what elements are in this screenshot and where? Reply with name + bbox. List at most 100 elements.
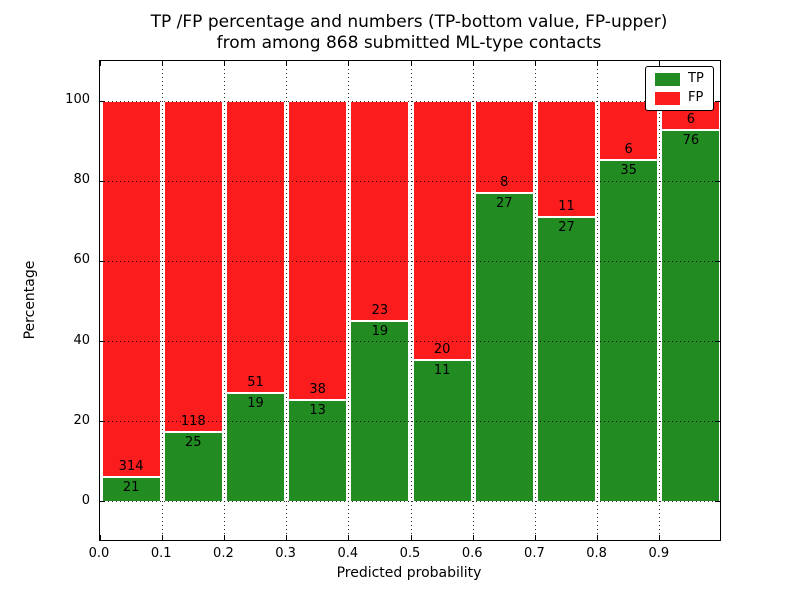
chart-title-line1: TP /FP percentage and numbers (TP-bottom… [150, 12, 668, 32]
legend-row: FP [655, 91, 704, 105]
bar-segment-tp [350, 320, 410, 502]
bar-count-label-tp: 19 [247, 396, 264, 412]
bar-count-label-tp: 21 [122, 479, 140, 495]
y-tick-label: 40 [73, 332, 90, 348]
bar-count-label-fp: 118 [180, 413, 206, 429]
bar-segment-fp [101, 101, 161, 477]
x-tick-mark [223, 535, 225, 540]
x-tick-label: 0.1 [150, 546, 172, 561]
x-tick-label: 0.4 [337, 546, 359, 561]
bar-count-label-tp: 13 [309, 402, 326, 418]
gridline-horizontal [100, 341, 720, 343]
gridline-vertical [659, 61, 661, 540]
gridline-vertical [597, 61, 599, 540]
bar-count-label-fp: 51 [247, 375, 264, 391]
legend-label: FP [688, 90, 704, 105]
y-tick-mark [100, 180, 105, 182]
y-tick-label: 80 [73, 172, 90, 188]
legend-swatch-fp [655, 91, 680, 105]
y-tick-mark [100, 501, 105, 503]
gridline-horizontal [100, 260, 720, 262]
bar-segment-tp [599, 159, 659, 502]
gridline-vertical [161, 61, 163, 540]
gridline-horizontal [100, 501, 720, 503]
y-tick-mark [100, 100, 105, 102]
bar-count-label-tp: 27 [558, 220, 575, 236]
x-tick-mark [223, 61, 225, 66]
legend: TP FP [645, 66, 714, 111]
bar-segment-fp [288, 101, 348, 400]
x-tick-label: 0.2 [213, 546, 234, 561]
bar-count-label-tp: 25 [185, 434, 202, 450]
x-tick-label: 0.9 [648, 546, 670, 561]
legend-label: TP [688, 71, 704, 86]
chart-title-line2: from among 868 submitted ML-type contact… [216, 33, 602, 53]
y-tick-mark [100, 260, 105, 262]
bar-segment-tp [412, 359, 472, 502]
x-tick-mark [161, 535, 163, 540]
bar-segment-fp [163, 101, 223, 432]
x-tick-mark [534, 535, 536, 540]
x-tick-mark [410, 535, 412, 540]
y-tick-mark [715, 180, 720, 182]
y-tick-mark [100, 341, 105, 343]
bar-segment-tp [536, 217, 597, 502]
x-tick-label: 0.6 [461, 546, 483, 561]
bar-count-label-tp: 35 [620, 162, 637, 178]
legend-swatch-tp [655, 72, 680, 86]
x-tick-mark [99, 61, 101, 66]
bar-count-label-fp: 20 [433, 341, 451, 357]
gridline-vertical [348, 61, 350, 540]
y-tick-mark [100, 421, 105, 423]
bar-segment-fp [350, 101, 410, 321]
gridline-horizontal [100, 100, 720, 102]
x-tick-label: 0.8 [586, 546, 607, 561]
gridline-vertical [534, 61, 536, 540]
x-tick-label: 0.0 [88, 546, 110, 561]
y-axis-label: Percentage [22, 260, 38, 340]
bar-count-label-tp: 19 [371, 323, 389, 339]
bar-segment-fp [225, 101, 286, 394]
x-tick-mark [286, 535, 288, 540]
legend-row: TP [655, 72, 704, 86]
bar-segment-tp [474, 192, 534, 502]
y-tick-label: 0 [81, 492, 90, 508]
bar-count-label-fp: 11 [558, 199, 575, 215]
bar-count-label-fp: 38 [309, 381, 326, 397]
y-tick-label: 20 [73, 412, 90, 428]
bar-count-label-fp: 8 [500, 174, 509, 190]
x-tick-mark [286, 61, 288, 66]
gridline-horizontal [100, 421, 720, 423]
y-tick-mark [715, 341, 720, 343]
y-tick-mark [715, 260, 720, 262]
bar-segment-tp [288, 399, 348, 502]
bar-segment-tp [163, 431, 223, 502]
bar-count-label-fp: 6 [686, 112, 696, 128]
y-tick-mark [715, 501, 720, 503]
bar-count-label-fp: 314 [118, 458, 144, 474]
y-tick-mark [715, 100, 720, 102]
x-tick-mark [659, 535, 661, 540]
gridline-vertical [472, 61, 474, 540]
x-tick-label: 0.7 [524, 546, 545, 561]
bar-count-label-tp: 76 [682, 133, 700, 149]
x-tick-mark [348, 535, 350, 540]
bar-segment-fp [536, 101, 597, 218]
x-tick-label: 0.5 [399, 546, 421, 561]
y-tick-label: 100 [65, 92, 90, 108]
bar-count-label-fp: 23 [371, 302, 389, 318]
gridline-vertical [410, 61, 412, 540]
bar-segment-tp [101, 476, 161, 502]
x-tick-mark [659, 61, 661, 66]
bar-count-label-fp: 6 [624, 141, 633, 157]
bar-count-label-tp: 27 [496, 195, 513, 211]
x-tick-mark [597, 61, 599, 66]
gridline-horizontal [100, 180, 720, 182]
x-axis-label: Predicted probability [336, 565, 482, 581]
x-tick-mark [472, 61, 474, 66]
bar-segment-fp [412, 101, 472, 360]
x-tick-mark [410, 61, 412, 66]
plot-area: 314 21 118 25 51 19 38 13 23 19 20 11 8 27 11 27 6 35 6 76 [99, 60, 721, 541]
bar-segment-tp [661, 130, 721, 502]
